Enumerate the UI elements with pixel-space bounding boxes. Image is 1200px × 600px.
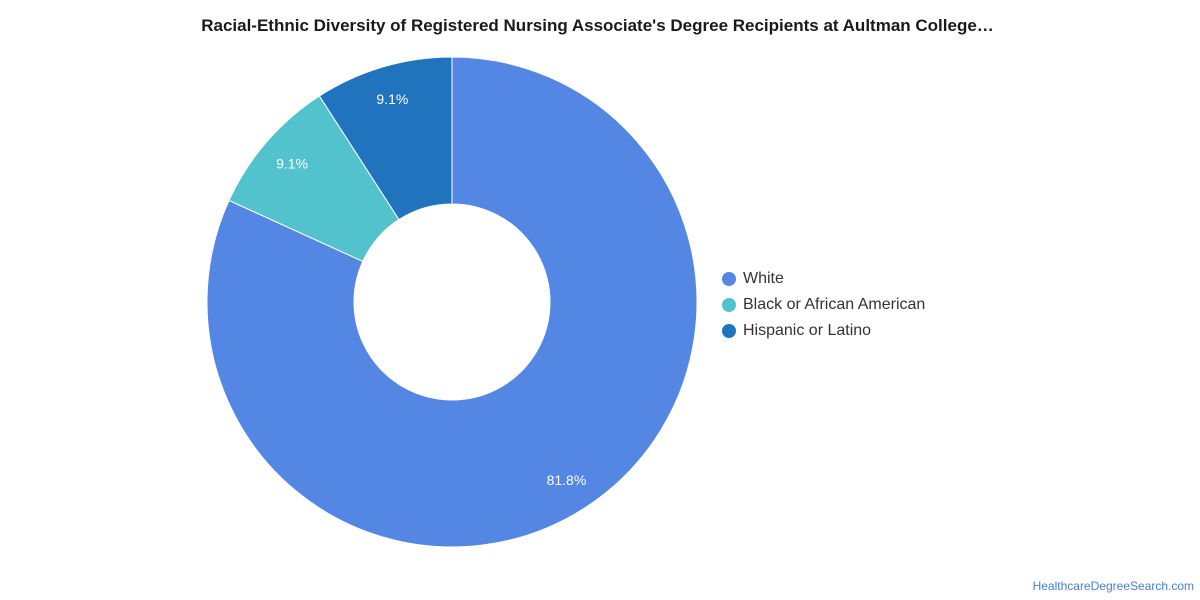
legend-label-white: White	[743, 270, 784, 287]
legend-item-hispanic-or-latino[interactable]: Hispanic or Latino	[722, 318, 925, 344]
legend-swatch-white	[722, 272, 736, 286]
data-label-hispanic-or-latino: 9.1%	[376, 91, 408, 107]
legend-label-hispanic-or-latino: Hispanic or Latino	[743, 322, 872, 339]
data-label-white: 81.8%	[547, 472, 587, 488]
chart-title: Racial-Ethnic Diversity of Registered Nu…	[201, 16, 994, 35]
legend-swatch-hispanic-or-latino	[722, 324, 736, 338]
legend-swatch-black-or-african-american	[722, 298, 736, 312]
legend-item-white[interactable]: White	[722, 266, 925, 292]
legend-item-black-or-african-american[interactable]: Black or African American	[722, 292, 925, 318]
legend-label-black-or-african-american: Black or African American	[743, 296, 926, 313]
source-watermark[interactable]: HealthcareDegreeSearch.com	[1032, 579, 1194, 593]
data-label-black-or-african-american: 9.1%	[276, 156, 308, 172]
slice-white[interactable]	[206, 56, 698, 548]
chart-legend: White Black or African American Hispanic o…	[722, 266, 925, 344]
slice-hispanic-or-latino[interactable]	[318, 56, 453, 221]
